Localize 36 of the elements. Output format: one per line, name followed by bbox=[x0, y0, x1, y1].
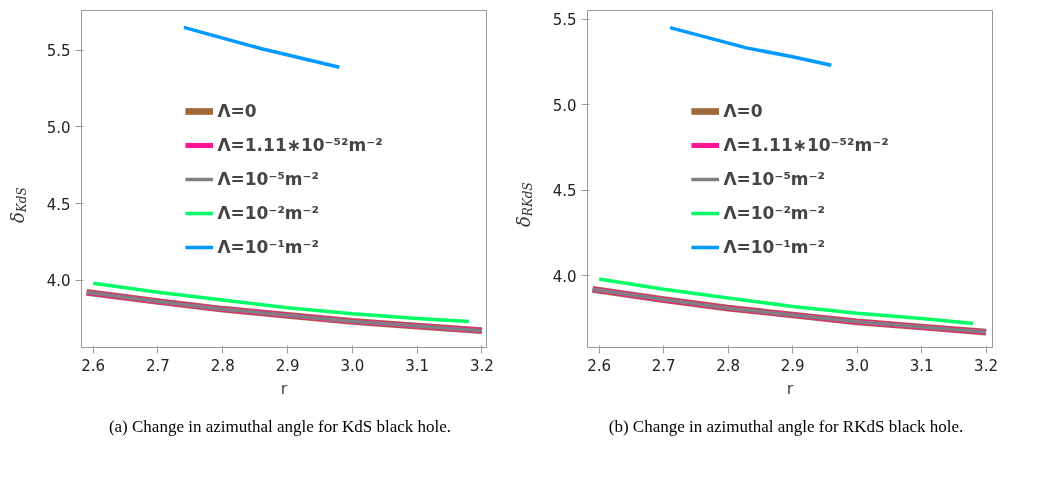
x-axis-title: r bbox=[280, 378, 288, 398]
legend-label: Λ=1.11∗10⁻⁵²m⁻² bbox=[723, 134, 889, 155]
x-tick-label: 3.0 bbox=[340, 356, 365, 375]
x-tick-label: 3.1 bbox=[909, 356, 934, 375]
y-tick-label: 4.0 bbox=[46, 272, 71, 291]
y-tick-label: 4.5 bbox=[46, 195, 71, 214]
x-tick-label: 2.8 bbox=[210, 356, 235, 375]
y-tick-label: 5.0 bbox=[46, 118, 71, 137]
x-tick-label: 2.7 bbox=[146, 356, 170, 375]
legend-label: Λ=10⁻¹m⁻² bbox=[723, 236, 825, 257]
x-tick-label: 3.2 bbox=[470, 356, 494, 375]
legend-label: Λ=10⁻¹m⁻² bbox=[217, 236, 319, 257]
text: (a) Change in azimuthal angle for KdS black hole. bbox=[108, 416, 452, 438]
x-tick-label: 3.1 bbox=[405, 356, 430, 375]
x-tick-label: 2.7 bbox=[651, 356, 676, 375]
y-tick-label: 5.5 bbox=[552, 11, 577, 30]
legend-label: Λ=10⁻⁵m⁻² bbox=[723, 168, 825, 189]
y-tick-label: 5.5 bbox=[46, 42, 71, 61]
x-tick-label: 2.9 bbox=[780, 356, 805, 375]
legend-label: Λ=1.11∗10⁻⁵²m⁻² bbox=[217, 134, 383, 155]
text: (b) Change in azimuthal angle for RKdS black hole. bbox=[608, 416, 964, 438]
y-tick-label: 4.5 bbox=[552, 182, 577, 201]
x-tick-label: 2.9 bbox=[275, 356, 300, 375]
legend-label: Λ=10⁻⁵m⁻² bbox=[217, 168, 319, 189]
legend-label: Λ=0 bbox=[217, 100, 257, 121]
legend-label: Λ=0 bbox=[723, 100, 763, 121]
x-tick-label: 2.6 bbox=[587, 356, 612, 375]
x-tick-label: 3.2 bbox=[974, 356, 998, 375]
x-tick-label: 3.0 bbox=[845, 356, 869, 375]
x-tick-label: 2.8 bbox=[716, 356, 741, 375]
x-axis-title: r bbox=[786, 378, 794, 398]
y-tick-label: 5.0 bbox=[552, 96, 577, 115]
legend-label: Λ=10⁻²m⁻² bbox=[723, 202, 825, 223]
legend-label: Λ=10⁻²m⁻² bbox=[217, 202, 319, 223]
x-tick-label: 2.6 bbox=[81, 356, 106, 375]
y-tick-label: 4.0 bbox=[552, 267, 577, 286]
